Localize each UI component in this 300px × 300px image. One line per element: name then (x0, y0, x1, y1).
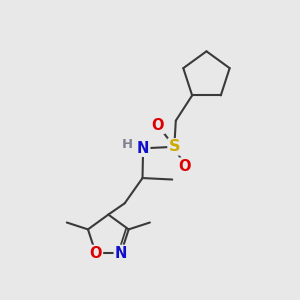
Text: N: N (115, 246, 127, 261)
Text: S: S (169, 139, 180, 154)
Text: O: O (152, 118, 164, 133)
Text: O: O (178, 159, 191, 174)
Text: O: O (89, 246, 102, 261)
Text: H: H (122, 138, 133, 151)
Text: N: N (137, 141, 149, 156)
